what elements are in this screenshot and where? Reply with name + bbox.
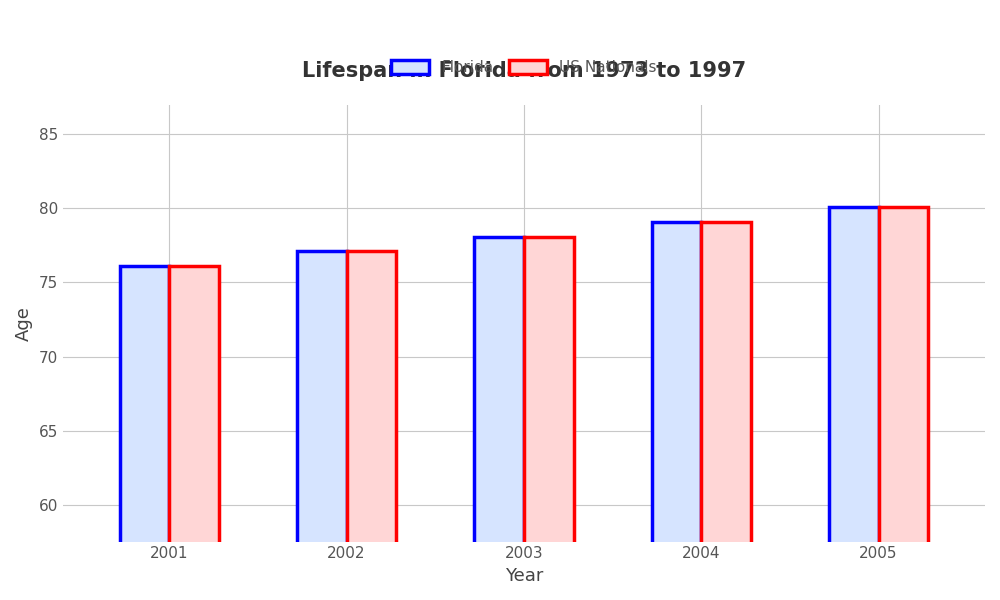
Title: Lifespan in Florida from 1973 to 1997: Lifespan in Florida from 1973 to 1997 — [302, 61, 746, 81]
Bar — [524, 236, 574, 600]
Bar — [829, 207, 879, 600]
Bar — [347, 251, 396, 600]
Bar — [879, 207, 928, 600]
Legend: Florida, US Nationals: Florida, US Nationals — [391, 60, 657, 75]
Bar — [297, 251, 347, 600]
Bar — [652, 222, 701, 600]
Bar — [120, 266, 169, 600]
Y-axis label: Age: Age — [15, 306, 33, 341]
Bar — [474, 236, 524, 600]
Bar — [701, 222, 751, 600]
X-axis label: Year: Year — [505, 567, 543, 585]
Bar — [169, 266, 219, 600]
